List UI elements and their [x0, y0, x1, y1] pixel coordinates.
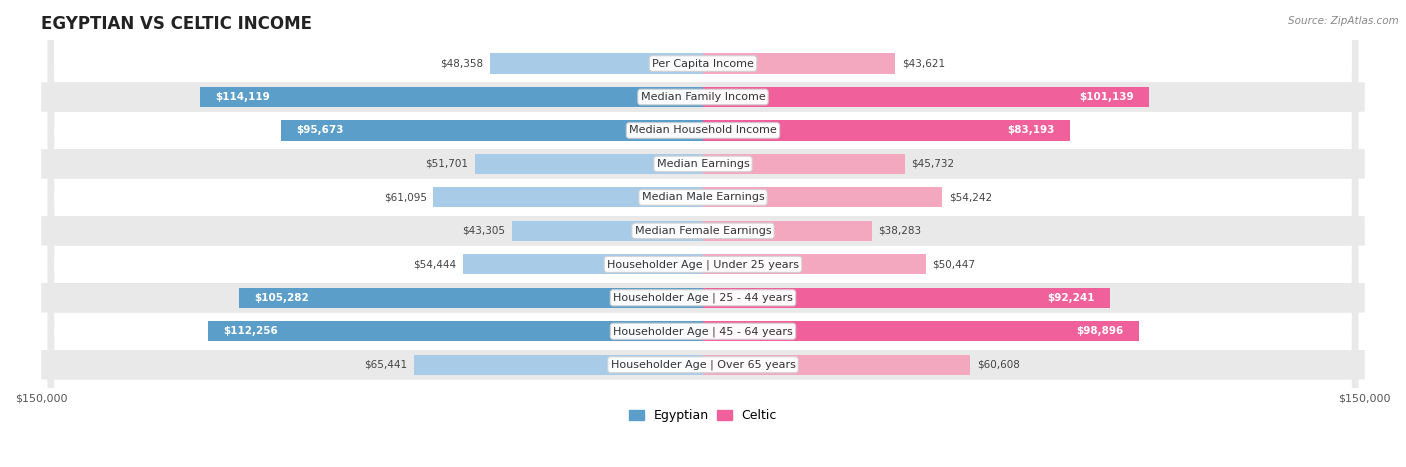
Text: Median Male Earnings: Median Male Earnings: [641, 192, 765, 202]
FancyBboxPatch shape: [41, 350, 1365, 380]
Bar: [703, 54, 896, 74]
Text: $54,444: $54,444: [413, 259, 456, 269]
Text: $60,608: $60,608: [977, 360, 1019, 370]
Bar: [703, 321, 1139, 341]
Legend: Egyptian, Celtic: Egyptian, Celtic: [624, 404, 782, 427]
Bar: [415, 355, 703, 375]
FancyBboxPatch shape: [41, 216, 1365, 246]
Text: Source: ZipAtlas.com: Source: ZipAtlas.com: [1288, 16, 1399, 26]
FancyBboxPatch shape: [48, 0, 1358, 467]
Text: $48,358: $48,358: [440, 58, 484, 69]
Text: Per Capita Income: Per Capita Income: [652, 58, 754, 69]
Text: $95,673: $95,673: [297, 126, 344, 135]
FancyBboxPatch shape: [48, 0, 1358, 467]
Bar: [239, 288, 703, 308]
Bar: [208, 321, 703, 341]
Bar: [489, 54, 703, 74]
FancyBboxPatch shape: [48, 0, 1358, 467]
Bar: [703, 87, 1149, 107]
Bar: [703, 355, 970, 375]
Bar: [703, 154, 904, 174]
Text: Median Earnings: Median Earnings: [657, 159, 749, 169]
Bar: [475, 154, 703, 174]
FancyBboxPatch shape: [48, 0, 1358, 467]
Text: Median Household Income: Median Household Income: [628, 126, 778, 135]
Bar: [512, 221, 703, 241]
Bar: [433, 187, 703, 207]
Text: $38,283: $38,283: [879, 226, 922, 236]
Text: Householder Age | 45 - 64 years: Householder Age | 45 - 64 years: [613, 326, 793, 337]
Text: $43,621: $43,621: [903, 58, 945, 69]
Text: $54,242: $54,242: [949, 192, 993, 202]
Text: Median Family Income: Median Family Income: [641, 92, 765, 102]
FancyBboxPatch shape: [41, 149, 1365, 179]
FancyBboxPatch shape: [48, 0, 1358, 467]
Text: $92,241: $92,241: [1047, 293, 1094, 303]
Text: Householder Age | 25 - 44 years: Householder Age | 25 - 44 years: [613, 292, 793, 303]
Text: $51,701: $51,701: [425, 159, 468, 169]
FancyBboxPatch shape: [41, 82, 1365, 112]
Bar: [703, 288, 1109, 308]
Text: EGYPTIAN VS CELTIC INCOME: EGYPTIAN VS CELTIC INCOME: [41, 15, 312, 33]
Text: $50,447: $50,447: [932, 259, 976, 269]
Bar: [703, 187, 942, 207]
Bar: [703, 255, 925, 275]
Text: $101,139: $101,139: [1080, 92, 1133, 102]
Text: $65,441: $65,441: [364, 360, 408, 370]
Text: $98,896: $98,896: [1077, 326, 1123, 336]
Bar: [703, 120, 1070, 141]
Text: $43,305: $43,305: [463, 226, 505, 236]
Bar: [200, 87, 703, 107]
Text: Householder Age | Over 65 years: Householder Age | Over 65 years: [610, 360, 796, 370]
Text: Householder Age | Under 25 years: Householder Age | Under 25 years: [607, 259, 799, 269]
Bar: [281, 120, 703, 141]
Text: $83,193: $83,193: [1007, 126, 1054, 135]
Text: $105,282: $105,282: [254, 293, 309, 303]
Bar: [463, 255, 703, 275]
Text: $112,256: $112,256: [224, 326, 278, 336]
FancyBboxPatch shape: [41, 283, 1365, 312]
Text: $61,095: $61,095: [384, 192, 427, 202]
Text: Median Female Earnings: Median Female Earnings: [634, 226, 772, 236]
Text: $45,732: $45,732: [911, 159, 955, 169]
Bar: [703, 221, 872, 241]
Text: $114,119: $114,119: [215, 92, 270, 102]
